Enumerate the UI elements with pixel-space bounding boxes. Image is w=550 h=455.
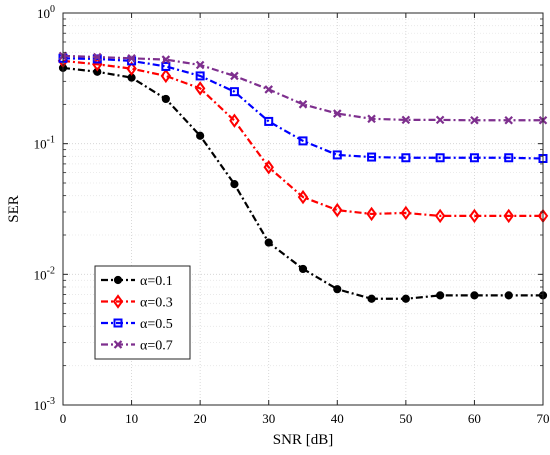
data-point bbox=[436, 291, 445, 300]
data-point bbox=[229, 87, 239, 97]
x-tick-labels: 0 10 20 30 40 50 60 70 bbox=[60, 411, 550, 426]
plot-frame bbox=[62, 12, 544, 406]
x-axis-title: SNR [dB] bbox=[273, 432, 333, 448]
x-tick-label: 20 bbox=[194, 411, 207, 426]
y-tick-label: 10-2 bbox=[34, 265, 55, 282]
x-tick-label: 30 bbox=[262, 411, 275, 426]
y-tick-label-base: 10 bbox=[37, 6, 50, 21]
data-point bbox=[161, 94, 170, 104]
data-point bbox=[264, 85, 273, 94]
data-point bbox=[333, 109, 342, 118]
data-point bbox=[366, 206, 377, 222]
series-line bbox=[62, 57, 544, 160]
y-axis-title: SER bbox=[6, 195, 22, 223]
series-4 bbox=[58, 51, 548, 125]
data-point bbox=[401, 294, 410, 303]
data-point bbox=[503, 208, 514, 224]
x-tick-label: 10 bbox=[125, 411, 138, 426]
y-tick-label: 10-1 bbox=[34, 135, 55, 152]
data-point bbox=[469, 208, 480, 224]
data-point bbox=[194, 81, 206, 96]
data-point bbox=[298, 100, 308, 109]
data-point bbox=[196, 131, 205, 140]
data-point bbox=[504, 116, 513, 125]
legend-marker bbox=[112, 294, 124, 309]
data-point bbox=[127, 54, 136, 63]
data-point bbox=[367, 294, 376, 303]
data-point bbox=[92, 54, 102, 64]
legend-marker bbox=[113, 340, 123, 349]
legend-entry: α=0.1 bbox=[101, 274, 173, 289]
data-point bbox=[298, 136, 308, 146]
y-tick-label-base: 10 bbox=[34, 267, 47, 282]
legend: α=0.1 α=0.3 α=0.5 α=0.7 bbox=[94, 265, 191, 360]
y-tick-label-exponent: -1 bbox=[47, 135, 55, 146]
data-point bbox=[195, 60, 205, 70]
data-point bbox=[434, 208, 446, 224]
legend-marker bbox=[113, 318, 123, 328]
data-point bbox=[264, 116, 274, 126]
series-line bbox=[62, 54, 543, 122]
data-point bbox=[297, 189, 309, 205]
data-point bbox=[160, 68, 172, 84]
y-tick-label: 100 bbox=[37, 4, 55, 21]
legend-entry: α=0.5 bbox=[101, 317, 173, 332]
data-point bbox=[504, 153, 514, 163]
data-point bbox=[126, 61, 137, 76]
data-point bbox=[470, 291, 479, 300]
data-point bbox=[298, 264, 308, 274]
data-point bbox=[195, 71, 205, 81]
legend-entry: α=0.7 bbox=[101, 339, 173, 354]
data-point bbox=[230, 180, 239, 189]
y-tick-label-exponent: 0 bbox=[50, 4, 55, 15]
data-point bbox=[435, 153, 445, 163]
legend-label: α=0.1 bbox=[140, 274, 173, 289]
data-point bbox=[333, 285, 342, 294]
data-point bbox=[367, 114, 376, 124]
legend-marker bbox=[113, 275, 123, 285]
y-tick-label-exponent: -3 bbox=[47, 396, 55, 407]
y-tick-label-base: 10 bbox=[34, 137, 47, 152]
data-point bbox=[401, 153, 411, 163]
legend-box bbox=[94, 265, 191, 360]
y-tick-label-base: 10 bbox=[34, 398, 47, 413]
data-point bbox=[469, 153, 479, 163]
data-point bbox=[93, 52, 102, 62]
data-point bbox=[161, 55, 171, 64]
x-tick-label: 60 bbox=[468, 411, 481, 426]
series-line bbox=[62, 59, 543, 218]
x-tick-label: 50 bbox=[399, 411, 412, 426]
legend-label: α=0.5 bbox=[140, 317, 173, 332]
data-point bbox=[264, 238, 273, 247]
data-point bbox=[229, 113, 240, 128]
data-point bbox=[401, 115, 411, 125]
y-tick-label: 10-3 bbox=[34, 396, 55, 413]
legend-label: α=0.7 bbox=[140, 339, 173, 354]
x-tick-label: 0 bbox=[60, 411, 67, 426]
data-point bbox=[332, 202, 343, 218]
legend-label: α=0.3 bbox=[140, 296, 173, 311]
axis-ticks bbox=[62, 12, 544, 406]
data-point bbox=[400, 205, 412, 221]
data-point bbox=[230, 71, 239, 81]
y-tick-label-exponent: -2 bbox=[47, 265, 55, 276]
x-tick-label: 40 bbox=[331, 411, 344, 426]
data-point bbox=[367, 152, 377, 162]
legend-entry: α=0.3 bbox=[101, 294, 173, 311]
data-point bbox=[504, 291, 513, 300]
data-point bbox=[435, 115, 445, 125]
data-point bbox=[332, 150, 342, 160]
data-point bbox=[263, 160, 274, 175]
data-point bbox=[161, 61, 171, 71]
data-point bbox=[470, 116, 479, 125]
x-tick-label: 70 bbox=[537, 411, 550, 426]
